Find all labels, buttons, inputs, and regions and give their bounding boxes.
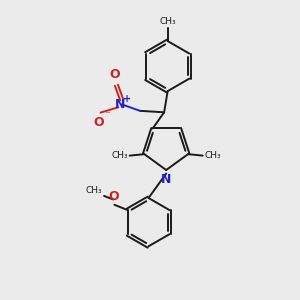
- Text: CH₃: CH₃: [205, 151, 221, 160]
- Text: +: +: [123, 94, 131, 104]
- Text: CH₃: CH₃: [111, 151, 128, 160]
- Text: O: O: [110, 68, 120, 81]
- Text: CH₃: CH₃: [85, 186, 102, 195]
- Text: N: N: [116, 98, 126, 111]
- Text: N: N: [161, 173, 171, 186]
- Text: O: O: [94, 116, 104, 129]
- Text: CH₃: CH₃: [159, 17, 176, 26]
- Text: ⁻: ⁻: [105, 110, 110, 120]
- Text: O: O: [108, 190, 119, 203]
